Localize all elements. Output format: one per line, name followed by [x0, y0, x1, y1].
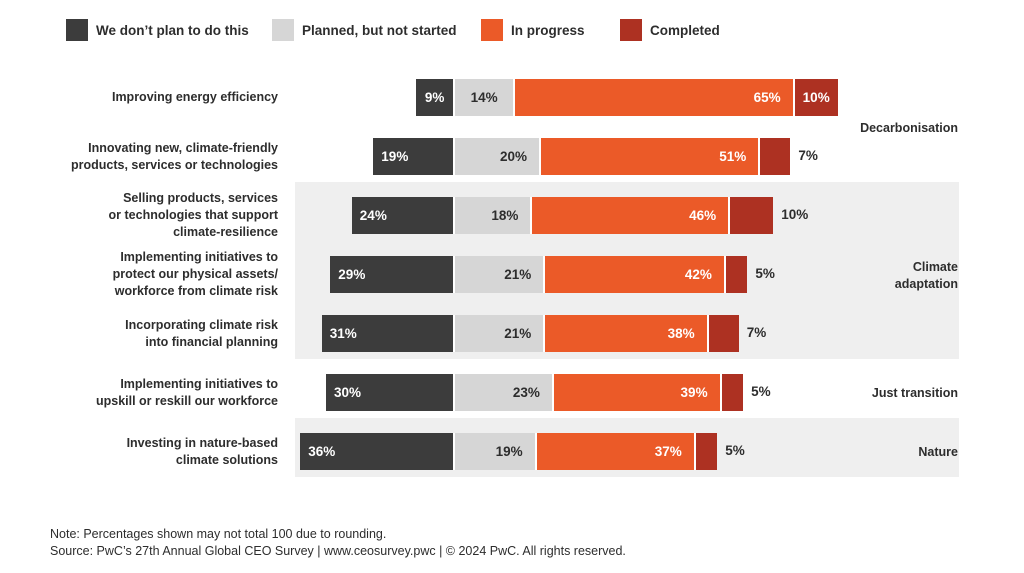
bar-segment-in-progress: 37% [536, 433, 696, 470]
legend-swatch [620, 19, 642, 41]
legend-swatch [66, 19, 88, 41]
chart-source: Source: PwC’s 27th Annual Global CEO Sur… [50, 544, 626, 558]
bar-segment-planned: 21% [455, 315, 546, 352]
bar-segment-planned: 21% [455, 256, 546, 293]
bar-segment-in-progress: 39% [553, 374, 722, 411]
bar-segment-not-planned: 36% [300, 433, 455, 470]
bar-segment-completed [708, 315, 739, 352]
category-label: Selling products, services or technologie… [108, 191, 278, 239]
completed-value-label: 7% [746, 325, 767, 340]
category-label: Implementing initiatives to upskill or re… [95, 376, 278, 408]
completed-value-label: 5% [725, 443, 745, 458]
bar-segment-planned: 20% [455, 138, 541, 175]
legend-label: In progress [511, 22, 585, 38]
bar-segment-planned: 18% [455, 197, 533, 234]
group-label: Nature [918, 445, 958, 459]
bar-segment-planned: 14% [455, 79, 516, 116]
completed-value-label: 10% [781, 207, 809, 222]
category-label: Investing in nature-based climate solutio… [126, 435, 278, 467]
bar-segment-in-progress: 42% [545, 256, 726, 293]
bar-segment-not-planned: 9% [416, 79, 455, 116]
bar-segment-not-planned: 24% [351, 197, 455, 234]
bar-segment-not-planned: 29% [330, 256, 455, 293]
legend-item-completed: Completed [620, 18, 720, 42]
legend-item-in-progress: In progress [481, 18, 585, 42]
bar-segment-not-planned: 30% [326, 374, 455, 411]
bar-segment-completed [760, 138, 791, 175]
bar-segment-not-planned: 31% [321, 315, 455, 352]
legend-label: We don’t plan to do this [96, 22, 249, 38]
legend-label: Planned, but not started [302, 22, 457, 38]
bar-segment-in-progress: 51% [541, 138, 761, 175]
completed-value-label: 5% [755, 266, 775, 281]
chart-note: Note: Percentages shown may not total 10… [50, 527, 387, 541]
bar-segment-in-progress: 46% [532, 197, 731, 234]
completed-value-label: 5% [751, 384, 771, 399]
legend-swatch [481, 19, 503, 41]
legend-label: Completed [650, 22, 720, 38]
group-label: Just transition [871, 386, 958, 400]
bar-segment-planned: 23% [455, 374, 554, 411]
legend-item-not-planned: We don’t plan to do this [66, 18, 249, 42]
category-label: Implementing initiatives to protect our p… [112, 250, 278, 298]
bar-segment-completed: 10% [794, 79, 838, 116]
group-label: Climate adaptation [894, 259, 958, 291]
category-label: Improving energy efficiency [111, 90, 278, 104]
bar-segment-in-progress: 38% [545, 315, 709, 352]
category-label: Innovating new, climate-friendly products… [70, 140, 278, 172]
legend-item-planned: Planned, but not started [272, 18, 457, 42]
bar-segment-completed [725, 256, 748, 293]
legend-swatch [272, 19, 294, 41]
category-label: Incorporating climate risk into financial… [125, 317, 278, 349]
completed-value-label: 7% [798, 148, 818, 163]
bar-segment-not-planned: 19% [373, 138, 455, 175]
group-label: Decarbonisation [860, 120, 958, 135]
bar-segment-completed [721, 374, 744, 411]
bar-segment-completed [695, 433, 718, 470]
bar-segment-planned: 19% [455, 433, 537, 470]
bar-segment-in-progress: 65% [515, 79, 795, 116]
bar-segment-completed [730, 197, 774, 234]
